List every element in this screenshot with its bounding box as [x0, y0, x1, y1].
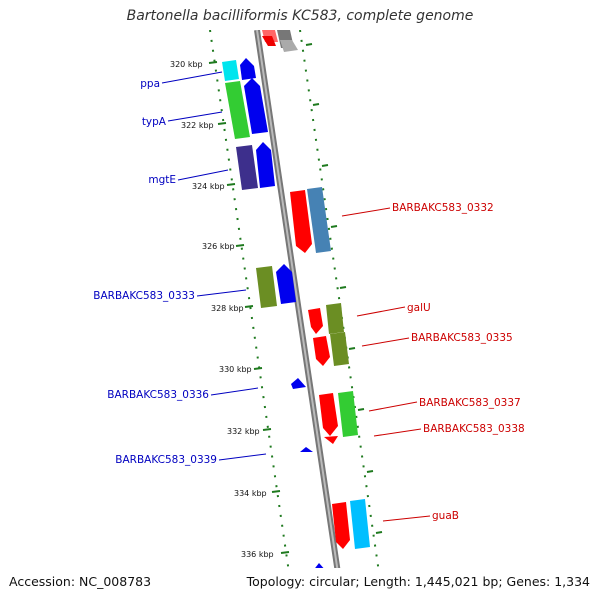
kbp-label-332: 332 kbp: [227, 427, 260, 436]
kbp-label-330: 330 kbp: [219, 365, 252, 374]
forward-gene-bottom-partial: [315, 563, 324, 568]
reverse-leader-lines: [341, 207, 431, 522]
reverse-gene-guaB[interactable]: [332, 499, 370, 549]
map-title: Bartonella bacilliformis KC583, complete…: [126, 8, 474, 24]
gene-label-BARBAKC583_0338[interactable]: BARBAKC583_0338: [423, 423, 525, 435]
forward-leader-lines: [161, 71, 267, 461]
kbp-label-324: 324 kbp: [192, 182, 225, 191]
genome-backbone-highlight: [256, 30, 339, 568]
reverse-gene-galU[interactable]: [308, 303, 344, 334]
gene-label-BARBAKC583_0336[interactable]: BARBAKC583_0336: [107, 389, 209, 401]
forward-gene-ppa[interactable]: [222, 58, 256, 81]
left-tick-track: [209, 30, 290, 568]
kbp-label-322: 322 kbp: [181, 121, 214, 130]
gene-label-guaB[interactable]: guaB: [432, 510, 459, 522]
gene-label-BARBAKC583_0332[interactable]: BARBAKC583_0332: [392, 202, 494, 214]
major-ticks-left: [208, 61, 290, 554]
gene-label-typA[interactable]: typA: [142, 116, 167, 128]
accession-text: Accession: NC_008783: [9, 574, 152, 589]
gene-label-ppa[interactable]: ppa: [140, 78, 160, 90]
kbp-label-328: 328 kbp: [211, 304, 244, 313]
partial-features-top: [262, 30, 298, 52]
reverse-gene-BARBAKC583_0335[interactable]: [313, 332, 349, 366]
gene-label-BARBAKC583_0333[interactable]: BARBAKC583_0333: [93, 290, 195, 302]
kbp-label-336: 336 kbp: [241, 550, 274, 559]
kbp-label-334: 334 kbp: [234, 489, 267, 498]
gene-label-galU[interactable]: galU: [407, 302, 431, 314]
kbp-label-326: 326 kbp: [202, 242, 235, 251]
forward-gene-BARBAKC583_0336[interactable]: [291, 378, 306, 389]
gene-label-BARBAKC583_0335[interactable]: BARBAKC583_0335: [411, 332, 513, 344]
forward-gene-typA[interactable]: [225, 78, 268, 139]
right-tick-track: [299, 30, 380, 568]
topology-text: Topology: circular; Length: 1,445,021 bp…: [246, 574, 590, 589]
reverse-gene-BARBAKC583_0337[interactable]: [319, 391, 358, 437]
kbp-label-320: 320 kbp: [170, 60, 203, 69]
reverse-gene-BARBAKC583_0332[interactable]: [290, 187, 331, 253]
major-ticks-right: [305, 43, 383, 534]
forward-gene-BARBAKC583_0333[interactable]: [256, 264, 296, 308]
gene-label-BARBAKC583_0339[interactable]: BARBAKC583_0339: [115, 454, 217, 466]
gene-label-BARBAKC583_0337[interactable]: BARBAKC583_0337: [419, 397, 521, 409]
forward-gene-BARBAKC583_0339[interactable]: [300, 447, 313, 452]
reverse-gene-BARBAKC583_0338[interactable]: [324, 436, 338, 444]
gene-label-mgtE[interactable]: mgtE: [148, 174, 176, 186]
forward-gene-mgtE[interactable]: [236, 142, 275, 190]
